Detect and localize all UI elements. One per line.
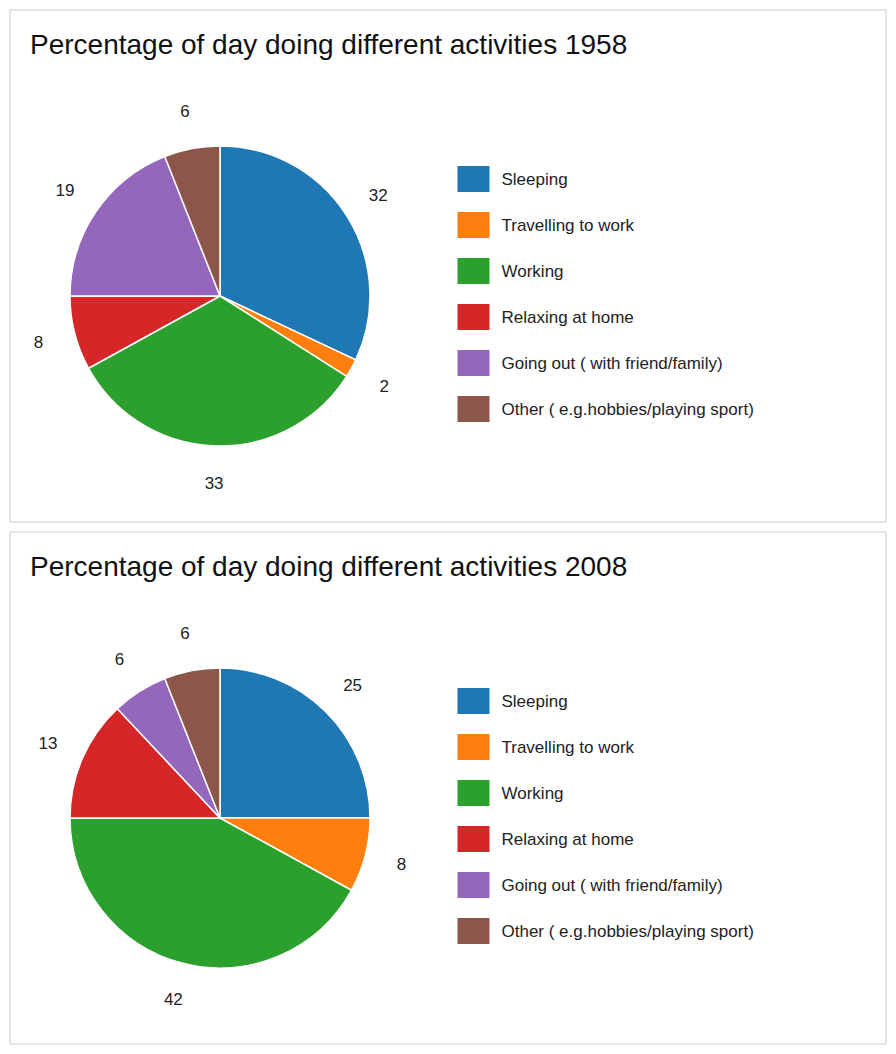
legend-label: Working [502,784,564,803]
legend-label: Going out ( with friend/family) [502,354,723,373]
legend-swatch [458,826,490,852]
legend: Sleeping Travelling to work Working Relaxin… [458,688,754,944]
pie-slice [165,146,220,296]
legend-item: Relaxing at home [458,304,634,330]
legend-label: Other ( e.g.hobbies/playing sport) [502,400,754,419]
legend-swatch [458,350,490,376]
legend-swatch [458,258,490,284]
pie [70,146,370,446]
legend-item: Relaxing at home [458,826,634,852]
legend-item: Other ( e.g.hobbies/playing sport) [458,396,754,422]
legend-label: Sleeping [502,692,568,711]
legend-item: Travelling to work [458,212,635,238]
data-label: 6 [180,624,189,643]
data-label: 6 [180,102,189,121]
chart-title: Percentage of day doing different activi… [30,551,627,582]
data-label: 13 [38,734,57,753]
chart-title: Percentage of day doing different activi… [30,29,627,60]
legend-label: Travelling to work [502,216,635,235]
legend-item: Sleeping [458,688,568,714]
legend-swatch [458,688,490,714]
legend-item: Sleeping [458,166,568,192]
legend-item: Going out ( with friend/family) [458,872,723,898]
data-label: 2 [380,377,389,396]
data-label: 25 [343,676,362,695]
legend-swatch [458,780,490,806]
pie-slice [220,668,370,818]
data-label: 8 [34,333,43,352]
legend-swatch [458,918,490,944]
legend: Sleeping Travelling to work Working Relaxin… [458,166,754,422]
legend-item: Going out ( with friend/family) [458,350,723,376]
pie-slice [70,296,220,368]
pie [70,668,370,968]
legend-label: Relaxing at home [502,308,634,327]
legend-item: Travelling to work [458,734,635,760]
legend-swatch [458,872,490,898]
data-label: 33 [205,474,224,493]
chart-panel: Percentage of day doing different activi… [10,10,886,522]
legend-item: Other ( e.g.hobbies/playing sport) [458,918,754,944]
legend-label: Working [502,262,564,281]
panel-border [10,10,886,522]
data-label: 32 [369,186,388,205]
pie-slice [70,818,351,968]
legend-swatch [458,396,490,422]
legend-label: Relaxing at home [502,830,634,849]
pie-slice [165,668,220,818]
data-labels: 25 8 42 13 6 6 [38,624,406,1009]
data-label: 8 [397,855,406,874]
data-label: 42 [164,990,183,1009]
legend-swatch [458,734,490,760]
chart-panel: Percentage of day doing different activi… [10,532,886,1044]
data-label: 6 [115,650,124,669]
chart-canvas: Percentage of day doing different activi… [0,0,896,1054]
legend-swatch [458,166,490,192]
legend-label: Travelling to work [502,738,635,757]
legend-swatch [458,212,490,238]
panel-border [10,532,886,1044]
legend-label: Going out ( with friend/family) [502,876,723,895]
legend-label: Sleeping [502,170,568,189]
data-label: 19 [55,181,74,200]
legend-item: Working [458,258,564,284]
data-labels: 32 2 33 8 19 6 [34,102,389,493]
legend-label: Other ( e.g.hobbies/playing sport) [502,922,754,941]
legend-swatch [458,304,490,330]
legend-item: Working [458,780,564,806]
